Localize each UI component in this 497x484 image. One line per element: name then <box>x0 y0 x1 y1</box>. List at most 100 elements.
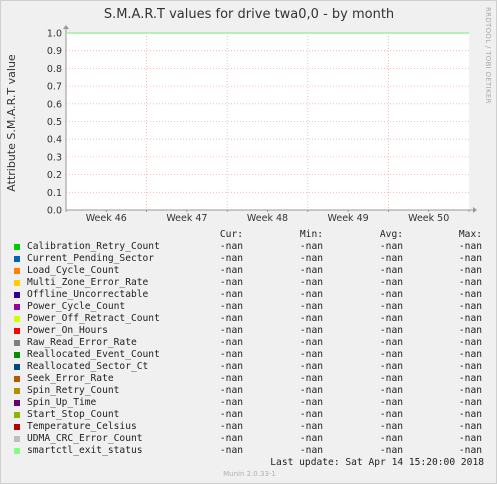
legend-cur-value: -nan <box>219 409 243 420</box>
legend-series-name: Calibration_Retry_Count <box>27 241 160 252</box>
legend-series-name: Spin_Retry_Count <box>27 385 120 396</box>
legend-item: Reallocated_Event_Count -nan -nan -nan -nan <box>13 349 489 361</box>
legend-max-value: -nan <box>458 361 482 372</box>
legend-cur-value: -nan <box>219 301 243 312</box>
legend-series-name: Multi_Zone_Error_Rate <box>27 277 149 288</box>
legend-series-name: Seek_Error_Rate <box>27 373 114 384</box>
legend-max-value: -nan <box>458 349 482 360</box>
legend-item: Spin_Retry_Count -nan -nan -nan -nan <box>13 385 489 397</box>
rrdtool-side-label: RRDTOOL / TOBI OETIKER <box>484 7 492 104</box>
legend-max-value: -nan <box>458 385 482 396</box>
legend-min-value: -nan <box>299 241 323 252</box>
legend-item: Offline_Uncorrectable -nan -nan -nan -nan <box>13 289 489 301</box>
legend-avg-value: -nan <box>379 445 403 456</box>
legend-item: smartctl_exit_status -nan -nan -nan -nan <box>13 445 489 457</box>
x-tick-label: Week 46 <box>86 213 127 224</box>
legend-min-value: -nan <box>299 433 323 444</box>
legend-avg-value: -nan <box>379 385 403 396</box>
legend-swatch <box>14 364 20 370</box>
legend-avg-value: -nan <box>379 301 403 312</box>
legend-max-value: -nan <box>458 433 482 444</box>
legend-min-value: -nan <box>299 397 323 408</box>
x-axis-arrow <box>473 207 477 213</box>
legend-item: Reallocated_Sector_Ct -nan -nan -nan -nan <box>13 361 489 373</box>
legend-swatch <box>14 448 20 454</box>
legend-min-value: -nan <box>299 349 323 360</box>
legend-series-name: Load_Cycle_Count <box>27 265 120 276</box>
legend-min-value: -nan <box>299 373 323 384</box>
legend-series-name: Start_Stop_Count <box>27 409 120 420</box>
legend-avg-value: -nan <box>379 289 403 300</box>
legend-cur-value: -nan <box>219 349 243 360</box>
y-tick-label: 0.0 <box>47 206 62 217</box>
legend-min-value: -nan <box>299 409 323 420</box>
legend-min-value: -nan <box>299 325 323 336</box>
legend-series-name: Reallocated_Sector_Ct <box>27 361 149 372</box>
legend-swatch <box>14 268 20 274</box>
y-tick-label: 0.9 <box>47 46 62 57</box>
legend-swatch <box>14 280 20 286</box>
legend-max-value: -nan <box>458 265 482 276</box>
munin-version: Munin 2.0.33-1 <box>223 470 276 478</box>
legend-min-value: -nan <box>299 253 323 264</box>
legend-max-value: -nan <box>458 313 482 324</box>
legend-min-value: -nan <box>299 289 323 300</box>
legend-item: Load_Cycle_Count -nan -nan -nan -nan <box>13 265 489 277</box>
legend-max-value: -nan <box>458 373 482 384</box>
legend-avg-value: -nan <box>379 397 403 408</box>
legend-swatch <box>14 388 20 394</box>
legend-cur-value: -nan <box>219 313 243 324</box>
legend-min-value: -nan <box>299 265 323 276</box>
legend-swatch <box>14 304 20 310</box>
y-tick-label: 0.7 <box>47 82 62 93</box>
header-avg: Avg: <box>379 229 403 240</box>
header-min: Min: <box>299 229 323 240</box>
legend-max-value: -nan <box>458 325 482 336</box>
legend-min-value: -nan <box>299 313 323 324</box>
legend-header: Cur: Min: Avg: Max: <box>13 229 489 241</box>
last-update: Last update: Sat Apr 14 15:20:00 2018 <box>270 457 484 468</box>
y-tick-label: 1.0 <box>47 29 62 40</box>
legend-max-value: -nan <box>458 445 482 456</box>
y-tick-label: 0.3 <box>47 152 62 163</box>
legend-swatch <box>14 424 20 430</box>
x-tick-label: Week 47 <box>166 213 207 224</box>
legend-cur-value: -nan <box>219 421 243 432</box>
legend-max-value: -nan <box>458 253 482 264</box>
legend-cur-value: -nan <box>219 433 243 444</box>
legend-swatch <box>14 436 20 442</box>
legend-swatch <box>14 400 20 406</box>
legend-cur-value: -nan <box>219 289 243 300</box>
legend-max-value: -nan <box>458 241 482 252</box>
legend-cur-value: -nan <box>219 373 243 384</box>
legend-cur-value: -nan <box>219 265 243 276</box>
legend-avg-value: -nan <box>379 265 403 276</box>
legend-item: Calibration_Retry_Count -nan -nan -nan -nan <box>13 241 489 253</box>
y-tick-label: 0.2 <box>47 170 62 181</box>
legend-cur-value: -nan <box>219 277 243 288</box>
legend-swatch <box>14 328 20 334</box>
legend-avg-value: -nan <box>379 313 403 324</box>
legend-series-name: Temperature_Celsius <box>27 421 137 432</box>
legend-cur-value: -nan <box>219 445 243 456</box>
legend-max-value: -nan <box>458 421 482 432</box>
y-axis-arrow <box>63 25 69 29</box>
y-tick-label: 0.5 <box>47 117 62 128</box>
chart: S.M.A.R.T values for drive twa0,0 - by m… <box>5 7 492 224</box>
legend-max-value: -nan <box>458 289 482 300</box>
legend-min-value: -nan <box>299 277 323 288</box>
legend-avg-value: -nan <box>379 373 403 384</box>
legend-item: Start_Stop_Count -nan -nan -nan -nan <box>13 409 489 421</box>
legend-avg-value: -nan <box>379 277 403 288</box>
legend-series-name: Raw_Read_Error_Rate <box>27 337 137 348</box>
legend-avg-value: -nan <box>379 361 403 372</box>
legend-min-value: -nan <box>299 337 323 348</box>
legend-cur-value: -nan <box>219 325 243 336</box>
legend-avg-value: -nan <box>379 349 403 360</box>
chart-title: S.M.A.R.T values for drive twa0,0 - by m… <box>104 7 394 22</box>
legend-avg-value: -nan <box>379 253 403 264</box>
legend-min-value: -nan <box>299 421 323 432</box>
legend-series-name: Reallocated_Event_Count <box>27 349 160 360</box>
legend-avg-value: -nan <box>379 241 403 252</box>
